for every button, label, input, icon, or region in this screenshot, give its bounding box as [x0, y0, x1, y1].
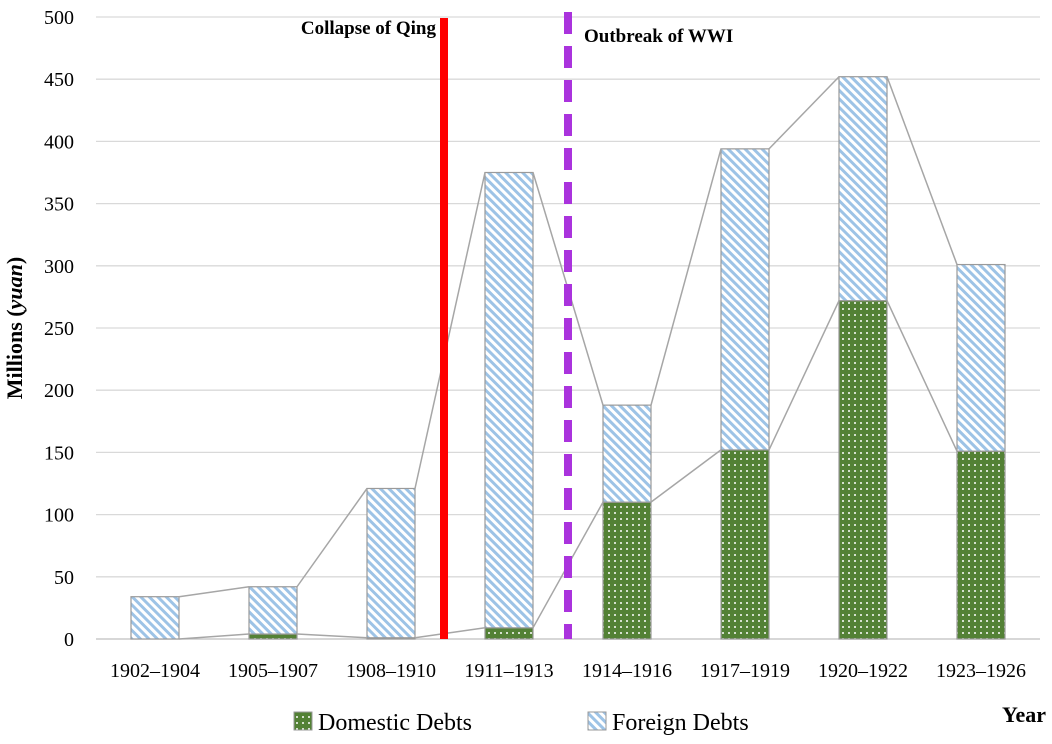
y-tick-label: 50 [54, 567, 74, 589]
bar-foreign-debts [366, 487, 416, 639]
bar-foreign-debts [720, 148, 770, 451]
bar-domestic-debts [956, 450, 1006, 640]
bar-domestic-debts [484, 627, 534, 640]
series-line-domestic [414, 627, 486, 639]
y-tick-label: 100 [44, 505, 74, 527]
bar-domestic-debts [720, 449, 770, 640]
y-tick-label: 450 [44, 69, 74, 91]
y-axis-ticks: 0 50 100 150 200 250 300 350 400 450 500 [44, 7, 74, 651]
legend-swatch-domestic [293, 711, 313, 731]
bar-domestic-debts [602, 501, 652, 640]
y-axis-label: Millions (yuan) [2, 257, 27, 399]
series-connectors [178, 76, 958, 640]
annotations: Collapse of Qing Outbreak of WWI [301, 12, 733, 639]
x-tick-label: 1911–1913 [464, 660, 553, 682]
x-axis-ticks: 1902–1904 1905–1907 1908–1910 1911–1913 1914… [110, 660, 1026, 682]
legend-label-foreign: Foreign Debts [612, 710, 749, 736]
annotation-collapse-of-qing: Collapse of Qing [301, 18, 437, 39]
x-tick-label: 1917–1919 [700, 660, 790, 682]
x-tick-label: 1905–1907 [228, 660, 318, 682]
x-tick-label: 1923–1926 [936, 660, 1026, 682]
bar-foreign-debts [838, 76, 888, 302]
bar-foreign-debts [956, 263, 1006, 452]
series-line-domestic [178, 633, 250, 640]
bar-foreign-debts [484, 171, 534, 629]
bar-foreign-debts [248, 586, 298, 635]
annotation-outbreak-of-wwi: Outbreak of WWI [584, 26, 733, 47]
series-line-domestic [296, 633, 368, 639]
y-tick-label: 0 [64, 629, 74, 651]
series-line-total [650, 148, 722, 406]
y-tick-label: 300 [44, 256, 74, 278]
legend-swatch-foreign [587, 711, 607, 731]
y-tick-label: 150 [44, 442, 74, 464]
y-tick-label: 200 [44, 380, 74, 402]
series-line-domestic [650, 449, 722, 503]
x-tick-label: 1914–1916 [582, 660, 672, 682]
x-tick-label: 1920–1922 [818, 660, 908, 682]
y-tick-label: 500 [44, 7, 74, 29]
bar-foreign-debts [602, 404, 652, 503]
x-axis-label: Year [1002, 702, 1046, 727]
series-line-domestic [768, 300, 840, 451]
series-line-domestic [886, 300, 958, 452]
y-tick-label: 400 [44, 131, 74, 153]
series-line-total [414, 172, 486, 489]
y-tick-label: 250 [44, 318, 74, 340]
series-line-total [768, 76, 840, 150]
bar-domestic-debts [838, 300, 888, 640]
x-tick-label: 1902–1904 [110, 660, 200, 682]
bar-domestic-debts [248, 633, 298, 640]
bars [130, 76, 1006, 640]
series-line-total [886, 76, 958, 265]
legend: Domestic Debts Foreign Debts [293, 710, 749, 736]
series-line-total [296, 488, 368, 588]
bar-foreign-debts [130, 596, 180, 640]
x-tick-label: 1908–1910 [346, 660, 436, 682]
y-tick-label: 350 [44, 194, 74, 216]
legend-label-domestic: Domestic Debts [318, 710, 472, 736]
series-line-total [178, 586, 250, 598]
